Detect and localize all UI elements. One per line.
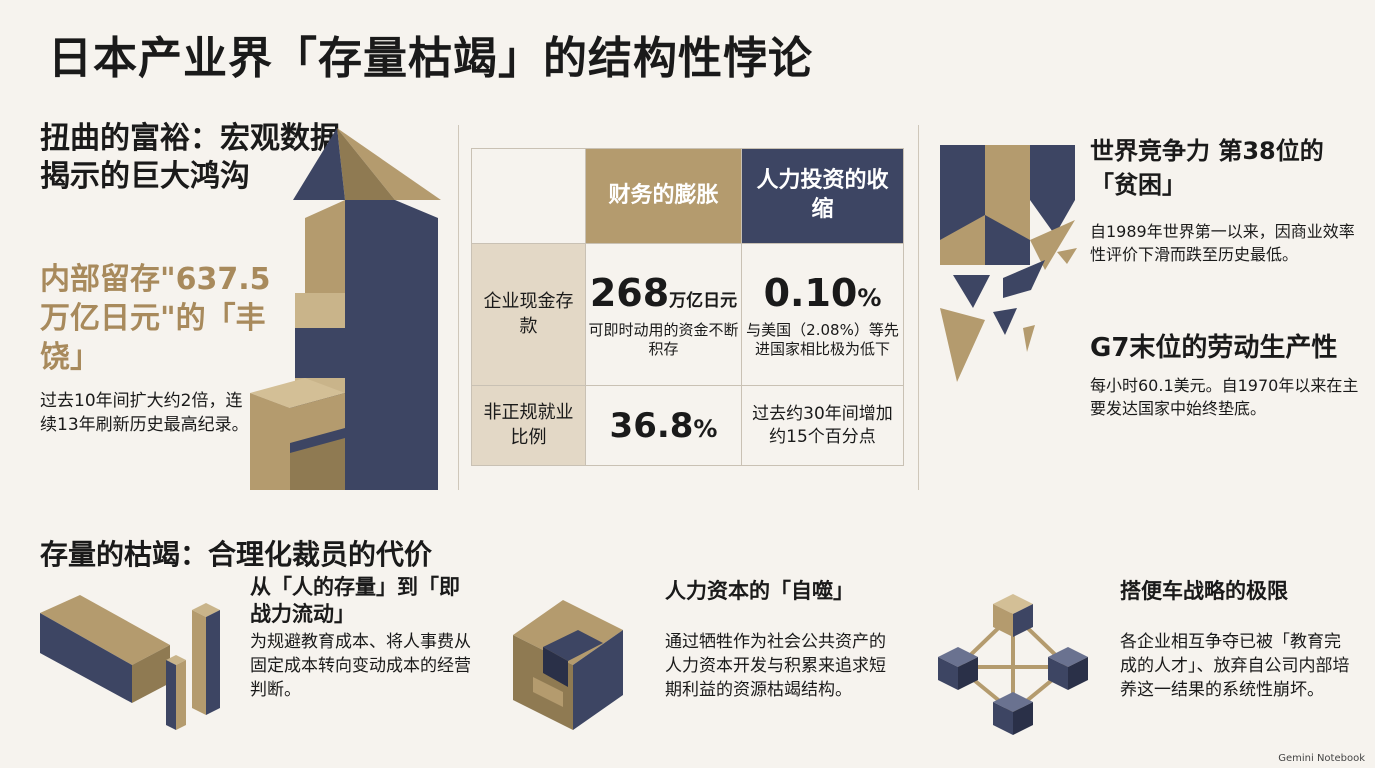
productivity-heading: G7末位的劳动生产性 [1090, 333, 1338, 363]
self-consuming-block-illustration [513, 600, 623, 730]
network-cubes-illustration [938, 594, 1088, 735]
matrix-header-financial: 财务的膨胀 [585, 148, 742, 244]
block2-title: 人力资本的「自噬」 [665, 579, 854, 603]
training-ratio-value: 0.10 [763, 270, 858, 315]
page-title: 日本产业界「存量枯竭」的结构性悖论 [48, 33, 813, 84]
training-ratio-note: 与美国（2.08%）等先进国家相比极为低下 [746, 320, 899, 358]
nonregular-value: 36.8 [609, 405, 694, 446]
declining-beams-illustration [40, 595, 220, 730]
matrix-header-human-investment: 人力投资的收缩 [741, 148, 904, 244]
matrix-cell: 268万亿日元 可即时动用的资金不断积存 [585, 243, 742, 386]
matrix-row-label: 非正规就业比例 [471, 385, 586, 466]
left-note: 过去10年间扩大约2倍，连续13年刷新历史最高纪录。 [40, 391, 249, 435]
section2-heading: 存量的枯竭：合理化裁员的代价 [40, 538, 433, 571]
cash-value: 268 [589, 270, 670, 315]
shattered-blocks-illustration [940, 145, 1077, 382]
matrix-row-label: 企业现金存款 [471, 243, 586, 386]
divider-right [918, 125, 919, 490]
left-heading: 扭曲的富裕：宏观数据揭示的巨大鸿沟 [40, 121, 340, 195]
training-ratio-unit: % [857, 283, 882, 312]
watermark: Gemini Notebook [1278, 753, 1365, 764]
competitiveness-text: 自1989年世界第一以来，因商业效率性评价下滑而跌至历史最低。 [1090, 222, 1355, 265]
cash-unit: 万亿日元 [669, 290, 738, 311]
block1-title: 从「人的存量」到「即战力流动」 [250, 575, 460, 627]
divider-left [458, 125, 459, 490]
matrix-cell: 36.8% [585, 385, 742, 466]
cash-note: 可即时动用的资金不断积存 [588, 320, 739, 358]
nonregular-note: 过去约30年间增加约15个百分点 [741, 385, 904, 466]
rising-blocks-arrow-illustration [250, 128, 441, 490]
matrix-corner [471, 148, 586, 244]
left-highlight: 内部留存"637.5万亿日元"的「丰饶」 [40, 262, 271, 375]
block1-text: 为规避教育成本、将人事费从固定成本转向变动成本的经营判断。 [250, 632, 471, 701]
productivity-text: 每小时60.1美元。自1970年以来在主要发达国家中始终垫底。 [1090, 376, 1359, 419]
comparison-matrix: 财务的膨胀 人力投资的收缩 企业现金存款 268万亿日元 可即时动用的资金不断积… [471, 148, 904, 466]
block3-title: 搭便车战略的极限 [1120, 579, 1288, 603]
block2-text: 通过牺牲作为社会公共资产的人力资本开发与积累来追求短期利益的资源枯竭结构。 [665, 632, 886, 701]
matrix-cell: 0.10% 与美国（2.08%）等先进国家相比极为低下 [741, 243, 904, 386]
nonregular-unit: % [693, 414, 718, 443]
competitiveness-heading: 世界竞争力 第38位的「贫困」 [1090, 137, 1324, 199]
block3-text: 各企业相互争夺已被「教育完成的人才」、放弃自公司内部培养这一结果的系统性崩坏。 [1120, 632, 1350, 701]
